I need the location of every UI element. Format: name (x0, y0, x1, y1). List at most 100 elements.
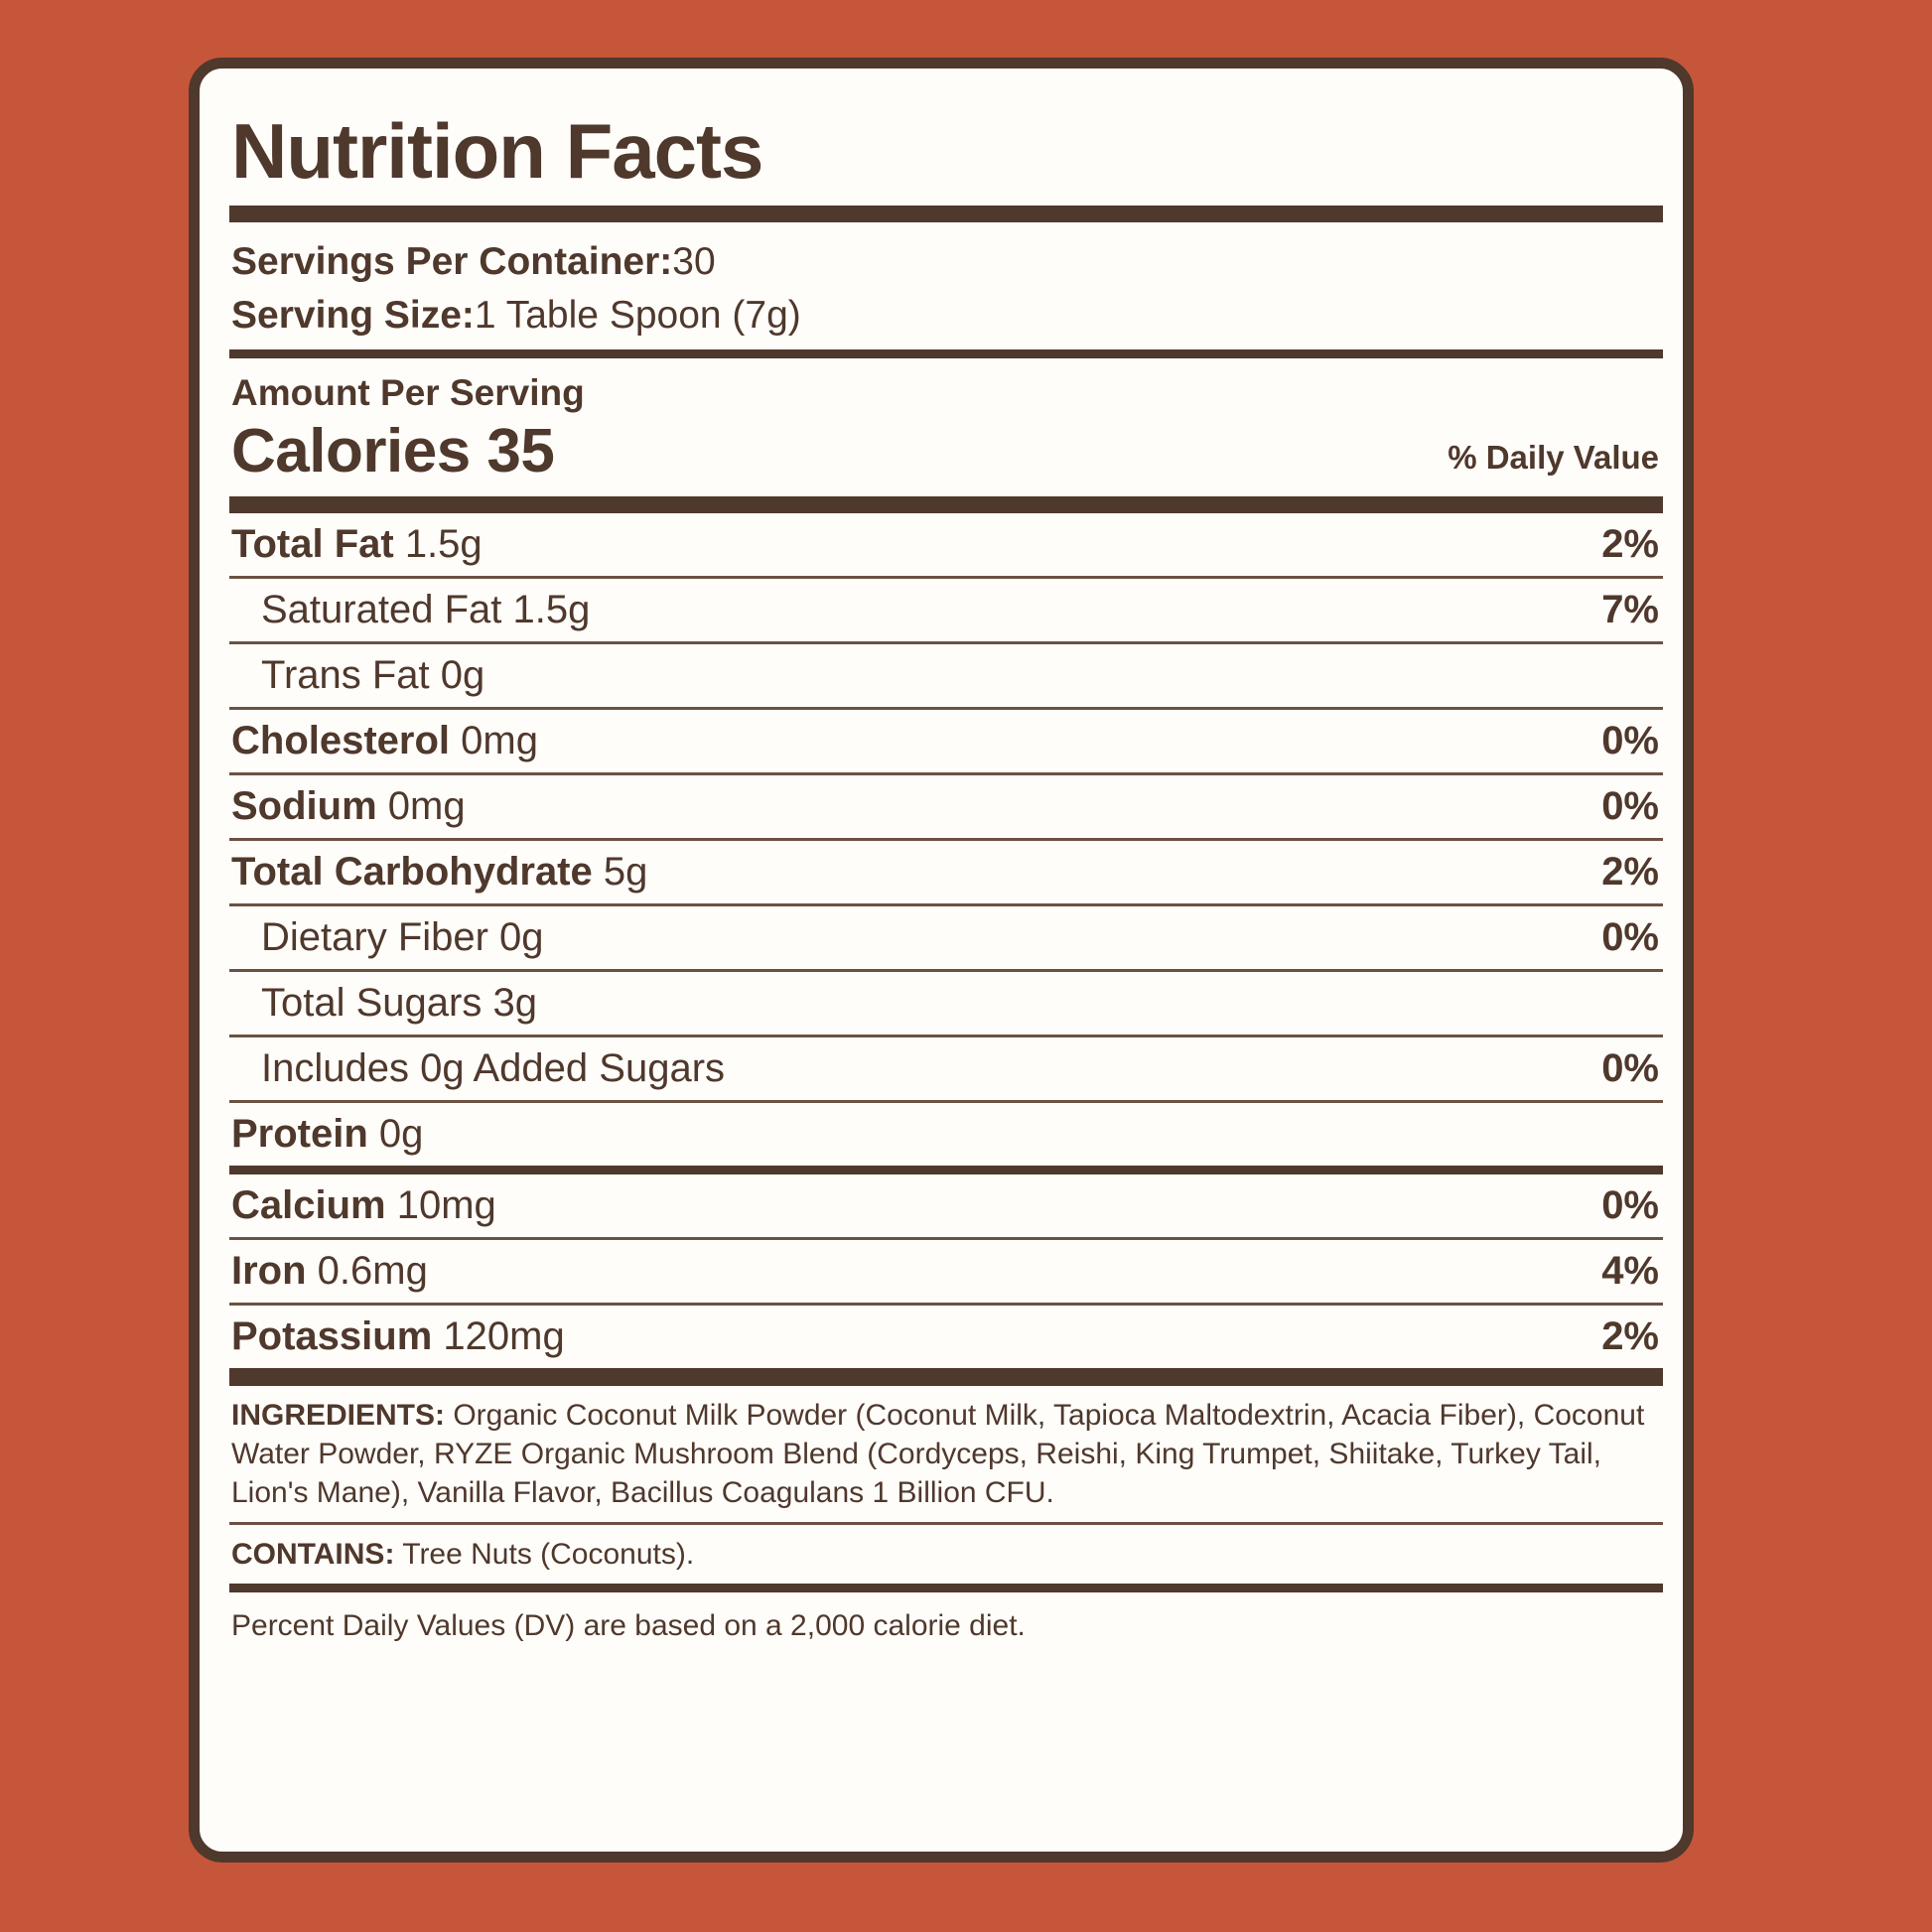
nutrient-row: Trans Fat 0g (229, 644, 1663, 707)
nutrient-label: Protein 0g (231, 1112, 423, 1157)
nutrient-label: Total Sugars 3g (231, 981, 537, 1026)
nutrient-label: Trans Fat 0g (231, 653, 484, 698)
nutrient-daily-value: 0% (1601, 1182, 1659, 1227)
nutrient-name: Calcium (231, 1182, 397, 1227)
nutrient-name: Cholesterol (231, 718, 462, 762)
nutrient-name: Potassium (231, 1313, 444, 1358)
nutrient-amount: 0mg (387, 783, 466, 828)
servings-per-container-line: Servings Per Container:30 (229, 232, 1663, 286)
divider-thin (229, 771, 1663, 775)
nutrient-daily-value: 0% (1601, 1045, 1659, 1090)
nutrition-facts-inner: Nutrition Facts Servings Per Container:3… (229, 82, 1663, 1844)
nutrient-label: Includes 0g Added Sugars (231, 1046, 725, 1091)
nutrient-name: Total Fat (231, 521, 405, 566)
divider-thin (229, 706, 1663, 710)
nutrient-label: Iron 0.6mg (231, 1249, 428, 1294)
divider-above-contains (229, 1521, 1663, 1525)
page-title: Nutrition Facts (231, 107, 763, 195)
amount-per-serving-label: Amount Per Serving (231, 371, 585, 413)
divider-under-calories (229, 495, 1663, 513)
nutrient-row: Protein 0g (229, 1103, 1663, 1166)
ingredients-text: INGREDIENTS: Organic Coconut Milk Powder… (229, 1386, 1663, 1522)
nutrient-row: Cholesterol 0mg 0% (229, 710, 1663, 772)
nutrient-row: Total Fat 1.5g 2% (229, 513, 1663, 576)
divider-under-title (229, 205, 1663, 222)
nutrient-amount: 120mg (443, 1313, 565, 1358)
calories-row: Calories 35 % Daily Value (229, 414, 1663, 496)
nutrient-daily-value: 0% (1601, 718, 1659, 762)
divider-thin (229, 575, 1663, 579)
nutrient-daily-value: 2% (1601, 1313, 1659, 1358)
nutrient-daily-value: 2% (1601, 521, 1659, 566)
nutrient-label: Total Carbohydrate 5g (231, 850, 647, 895)
serving-size-label: Serving Size: (231, 293, 475, 337)
contains-text: CONTAINS: Tree Nuts (Coconuts). (229, 1525, 1663, 1584)
nutrient-label: Potassium 120mg (231, 1314, 565, 1359)
nutrient-label: Sodium 0mg (231, 784, 466, 829)
divider-thick (229, 1367, 1663, 1377)
nutrient-label: Dietary Fiber 0g (231, 915, 544, 960)
divider-thick (229, 1165, 1663, 1174)
nutrient-name: Iron (231, 1248, 318, 1293)
contains-body: Tree Nuts (Coconuts). (394, 1537, 695, 1571)
divider-under-serving (229, 348, 1663, 358)
nutrient-daily-value: 4% (1601, 1248, 1659, 1293)
calories-label-and-value: Calories 35 (231, 416, 555, 486)
nutrient-amount: 5g (603, 849, 648, 894)
divider-thin (229, 1099, 1663, 1103)
servings-per-container-label: Servings Per Container: (231, 239, 673, 283)
nutrient-label: Cholesterol 0mg (231, 719, 538, 763)
nutrient-name: Sodium (231, 783, 388, 828)
nutrient-daily-value: 0% (1601, 783, 1659, 828)
divider-thin (229, 902, 1663, 906)
daily-value-header: % Daily Value (1448, 438, 1659, 476)
nutrient-row: Total Carbohydrate 5g 2% (229, 841, 1663, 903)
divider-above-footnote (229, 1583, 1663, 1592)
nutrient-amount: 10mg (396, 1182, 496, 1227)
nutrient-name: Saturated Fat 1.5g (261, 587, 591, 631)
nutrient-row: Total Sugars 3g (229, 972, 1663, 1035)
nutrient-amount: 0.6mg (317, 1248, 428, 1293)
nutrient-amount: 0g (378, 1111, 424, 1156)
nutrient-label: Total Fat 1.5g (231, 522, 483, 567)
nutrient-row: Saturated Fat 1.5g 7% (229, 579, 1663, 641)
nutrient-rows: Total Fat 1.5g 2% Saturated Fat 1.5g 7% Tran… (229, 513, 1663, 1377)
nutrient-name: Total Carbohydrate (231, 849, 604, 894)
divider-thin (229, 1034, 1663, 1037)
nutrient-name: Total Sugars 3g (261, 980, 537, 1025)
serving-size-line: Serving Size:1 Table Spoon (7g) (229, 286, 1663, 340)
nutrient-amount: 0mg (461, 718, 538, 762)
nutrient-name: Trans Fat 0g (261, 652, 485, 697)
nutrient-label: Calcium 10mg (231, 1183, 496, 1228)
calories-word: Calories (231, 416, 471, 485)
nutrient-name: Includes 0g Added Sugars (261, 1045, 726, 1090)
divider-above-ingredients (229, 1376, 1663, 1386)
divider-thin (229, 1236, 1663, 1240)
serving-size-value: 1 Table Spoon (7g) (474, 293, 801, 337)
calories-value: 35 (486, 416, 555, 485)
nutrient-row: Iron 0.6mg 4% (229, 1240, 1663, 1303)
nutrient-daily-value: 0% (1601, 914, 1659, 959)
nutrient-row: Includes 0g Added Sugars 0% (229, 1037, 1663, 1100)
serving-block: Servings Per Container:30 Serving Size:1… (229, 222, 1663, 349)
ingredients-body: Organic Coconut Milk Powder (Coconut Mil… (231, 1398, 1645, 1509)
contains-label: CONTAINS: (231, 1537, 395, 1571)
divider-thin (229, 1302, 1663, 1306)
nutrient-name: Protein (231, 1111, 379, 1156)
footnote-text: Percent Daily Values (DV) are based on a… (231, 1608, 1026, 1642)
divider-thin (229, 968, 1663, 972)
nutrient-daily-value: 7% (1601, 587, 1659, 631)
nutrient-daily-value: 2% (1601, 849, 1659, 894)
nutrition-facts-card: Nutrition Facts Servings Per Container:3… (189, 58, 1694, 1863)
divider-thin (229, 837, 1663, 841)
nutrient-name: Dietary Fiber 0g (261, 914, 544, 959)
nutrient-row: Sodium 0mg 0% (229, 775, 1663, 838)
nutrient-amount: 1.5g (404, 521, 483, 566)
ingredients-label: INGREDIENTS: (231, 1398, 446, 1432)
nutrient-row: Dietary Fiber 0g 0% (229, 906, 1663, 969)
servings-per-container-value: 30 (672, 239, 716, 283)
divider-thin (229, 640, 1663, 644)
nutrient-row: Potassium 120mg 2% (229, 1306, 1663, 1368)
nutrient-label: Saturated Fat 1.5g (231, 588, 590, 632)
nutrient-row: Calcium 10mg 0% (229, 1174, 1663, 1237)
